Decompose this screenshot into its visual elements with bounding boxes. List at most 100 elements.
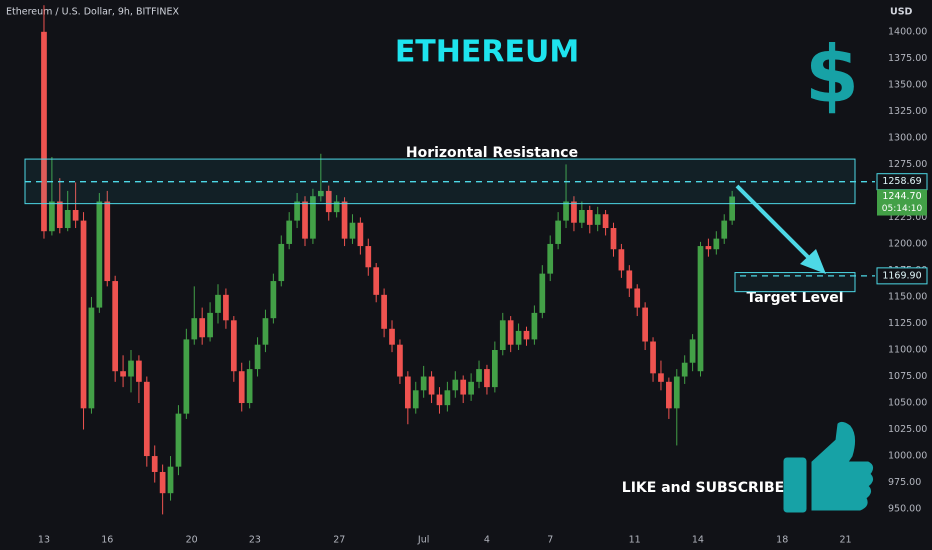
candle-body (191, 318, 198, 340)
y-tick-label: 1400.00 (888, 26, 927, 37)
candle-body (610, 228, 617, 250)
candle-body (41, 31, 47, 232)
candle-body (349, 222, 356, 239)
candle-body (697, 246, 704, 372)
candle-body (112, 281, 119, 372)
x-tick-label: 4 (484, 535, 490, 546)
candle-body (476, 369, 482, 382)
candle-body (397, 344, 403, 377)
candle-body (507, 320, 514, 345)
candle-body (246, 369, 253, 404)
candle-body (484, 369, 490, 388)
candle-body (650, 341, 656, 374)
candle-body (373, 267, 380, 295)
y-tick-label: 975.00 (888, 477, 921, 488)
candle-body (270, 281, 277, 319)
x-tick-label: 21 (839, 535, 851, 546)
candle-body (689, 339, 696, 363)
candle-body (642, 307, 648, 342)
candle-body (96, 201, 103, 308)
candle-body (230, 320, 237, 372)
y-tick-label: 1375.00 (888, 53, 927, 64)
candle-body (238, 371, 245, 404)
candle-body (120, 371, 126, 377)
candle-body (499, 320, 506, 350)
candle-body (571, 201, 577, 223)
candle-body (468, 381, 474, 395)
x-tick-label: 11 (629, 535, 641, 546)
candle-body (547, 243, 554, 274)
candle-body (64, 210, 71, 229)
candle-body (381, 294, 387, 329)
candle-body (563, 201, 569, 221)
candle-body (666, 381, 672, 409)
candle-body (594, 214, 601, 225)
candle-body (444, 390, 451, 406)
candle-body (310, 196, 316, 239)
candle-body (428, 376, 435, 395)
x-tick-label: 18 (776, 535, 788, 546)
candle-body (325, 190, 332, 213)
x-tick-label: Jul (417, 535, 429, 546)
last-price-text: 1244.70 (882, 191, 921, 202)
candle-body (262, 318, 269, 345)
candle-body (286, 220, 293, 244)
x-tick-label: 13 (38, 535, 50, 546)
thumbs-up-icon (783, 421, 874, 513)
candle-body (713, 238, 720, 250)
candle-body (317, 190, 324, 197)
y-tick-label: 1075.00 (888, 371, 927, 382)
candle-body (175, 413, 182, 467)
y-tick-label: 1300.00 (888, 132, 927, 143)
thumb-hand (811, 421, 874, 511)
countdown-text: 05:14:10 (882, 204, 923, 214)
y-tick-label: 1200.00 (888, 238, 927, 249)
y-tick-label: 1275.00 (888, 159, 927, 170)
candle-body (523, 330, 530, 340)
candle-body (223, 294, 229, 321)
candle-body (167, 466, 174, 494)
candle-body (721, 220, 728, 239)
candle-body (49, 201, 55, 232)
candle-body (420, 376, 427, 391)
candle-body (357, 222, 364, 247)
candle-body (681, 362, 688, 377)
candle-body (333, 201, 340, 213)
candle-body (626, 270, 633, 289)
x-tick-label: 20 (186, 535, 198, 546)
candle-body (365, 246, 372, 268)
candle-body (412, 390, 419, 409)
candle-body (634, 288, 641, 308)
candle-body (159, 471, 166, 494)
resistance-zone (24, 158, 856, 205)
candle-body (143, 381, 150, 457)
candle-body (531, 312, 538, 340)
candle-body (136, 360, 142, 382)
target-label: Target Level (746, 290, 843, 306)
candle-body (56, 201, 63, 229)
candle-body (215, 294, 221, 313)
candle-body (491, 350, 498, 388)
candle-body (128, 360, 134, 377)
resistance-tag-text: 1258.69 (882, 176, 921, 187)
x-tick-label: 7 (547, 535, 553, 546)
candle-body (183, 339, 190, 414)
candle-body (199, 318, 206, 338)
dollar-icon: $ (805, 30, 859, 120)
y-tick-label: 1325.00 (888, 106, 927, 117)
title: ETHEREUM (395, 35, 579, 70)
target-tag-text: 1169.90 (882, 270, 921, 281)
candle-body (389, 328, 395, 345)
candle-body (88, 307, 95, 409)
candle-body (729, 196, 735, 221)
x-tick-label: 23 (249, 535, 261, 546)
candle-body (254, 344, 261, 370)
candle-body (555, 220, 561, 244)
candle-body (294, 201, 300, 221)
target-zone (734, 272, 856, 293)
candle-body (151, 456, 158, 472)
arrow-head (800, 249, 826, 274)
y-tick-label: 1050.00 (888, 398, 927, 409)
candle-body (658, 373, 664, 382)
